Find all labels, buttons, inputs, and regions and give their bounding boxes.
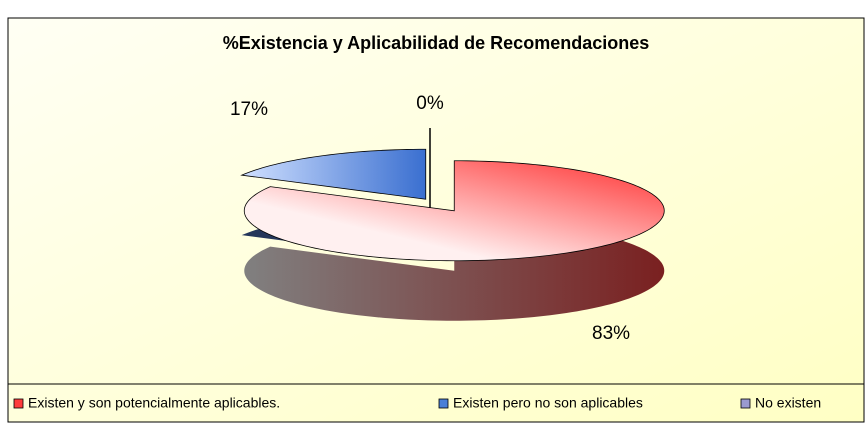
data-label: 17% bbox=[230, 99, 268, 120]
legend-label: No existen bbox=[755, 395, 821, 411]
data-label: 83% bbox=[592, 323, 630, 344]
legend-label: Existen y son potencialmente aplicables. bbox=[28, 395, 280, 411]
legend-swatch bbox=[438, 398, 449, 409]
slice bbox=[240, 148, 427, 200]
chart-title: %Existencia y Aplicabilidad de Recomenda… bbox=[223, 33, 649, 53]
legend-swatch bbox=[13, 398, 24, 409]
legend-swatch bbox=[740, 398, 751, 409]
slice bbox=[243, 160, 665, 262]
data-label: 0% bbox=[416, 93, 444, 114]
legend-label: Existen pero no son aplicables bbox=[453, 395, 643, 411]
